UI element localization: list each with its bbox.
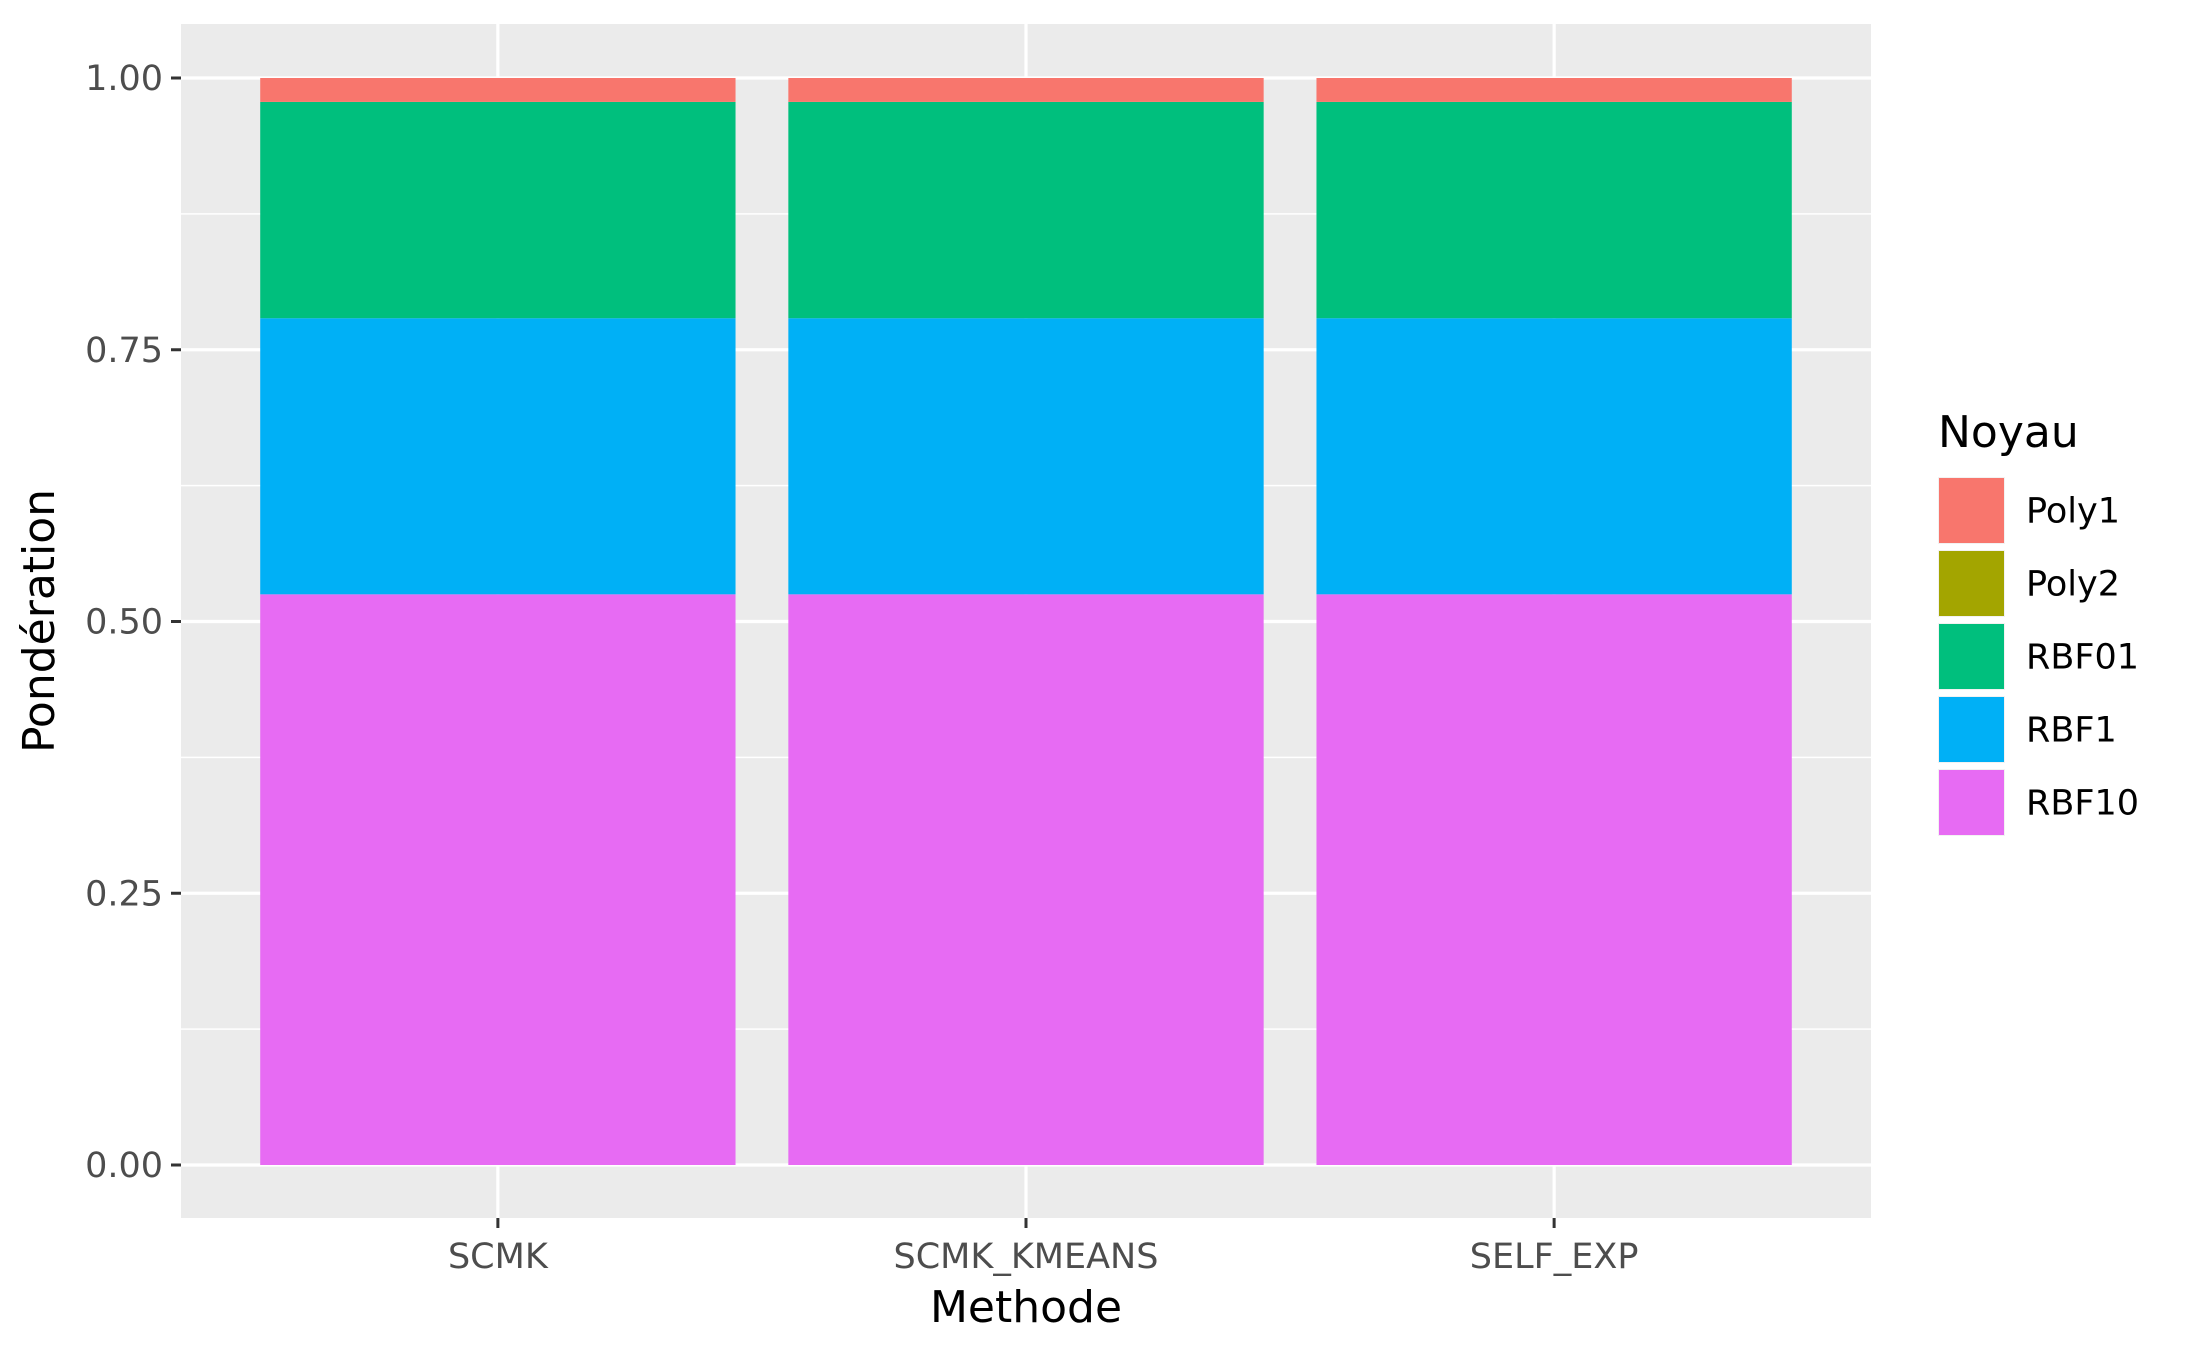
y-axis-title: Pondération bbox=[14, 489, 65, 753]
legend-key-rbf1 bbox=[1939, 697, 2004, 762]
bar-segment-rbf01 bbox=[788, 101, 1264, 319]
legend-label: RBF01 bbox=[2026, 638, 2139, 678]
y-tick-label: 1.00 bbox=[85, 59, 163, 99]
bar-segment-rbf01 bbox=[1316, 101, 1792, 319]
bar-segment-poly1 bbox=[788, 78, 1264, 102]
legend-key-poly1 bbox=[1939, 478, 2004, 543]
y-tick-label: 0.50 bbox=[85, 603, 163, 643]
bar-segment-rbf10 bbox=[260, 594, 736, 1165]
legend-label: RBF10 bbox=[2026, 784, 2139, 824]
legend: Noyau Poly1 Poly2 RBF01 RBF1 RBF10 bbox=[1938, 407, 2139, 836]
bar-segment-poly1 bbox=[260, 78, 736, 102]
bars bbox=[260, 78, 1792, 1165]
bar-segment-rbf01 bbox=[260, 101, 736, 319]
bar-segment-poly1 bbox=[1316, 78, 1792, 102]
bar-segment-rbf1 bbox=[788, 318, 1264, 595]
x-tick-label: SELF_EXP bbox=[1470, 1237, 1639, 1277]
bar-segment-rbf10 bbox=[788, 594, 1264, 1165]
legend-key-poly2 bbox=[1939, 551, 2004, 616]
x-tick-label: SCMK bbox=[448, 1237, 549, 1277]
x-tick-label: SCMK_KMEANS bbox=[894, 1237, 1159, 1277]
legend-label: RBF1 bbox=[2026, 711, 2117, 751]
legend-key-rbf01 bbox=[1939, 624, 2004, 689]
legend-title: Noyau bbox=[1938, 407, 2079, 458]
x-axis-title: Methode bbox=[930, 1282, 1122, 1333]
bar-segment-rbf1 bbox=[260, 318, 736, 595]
y-tick-label: 0.75 bbox=[85, 331, 163, 371]
y-axis: 0.00 0.25 0.50 0.75 1.00 bbox=[85, 59, 181, 1186]
y-tick-label: 0.00 bbox=[85, 1146, 163, 1186]
legend-label: Poly1 bbox=[2026, 492, 2120, 532]
bar-segment-rbf10 bbox=[1316, 594, 1792, 1165]
legend-label: Poly2 bbox=[2026, 565, 2120, 605]
legend-key-rbf10 bbox=[1939, 770, 2004, 835]
x-axis: SCMK SCMK_KMEANS SELF_EXP bbox=[448, 1218, 1638, 1277]
bar-segment-rbf1 bbox=[1316, 318, 1792, 595]
y-tick-label: 0.25 bbox=[85, 874, 163, 914]
